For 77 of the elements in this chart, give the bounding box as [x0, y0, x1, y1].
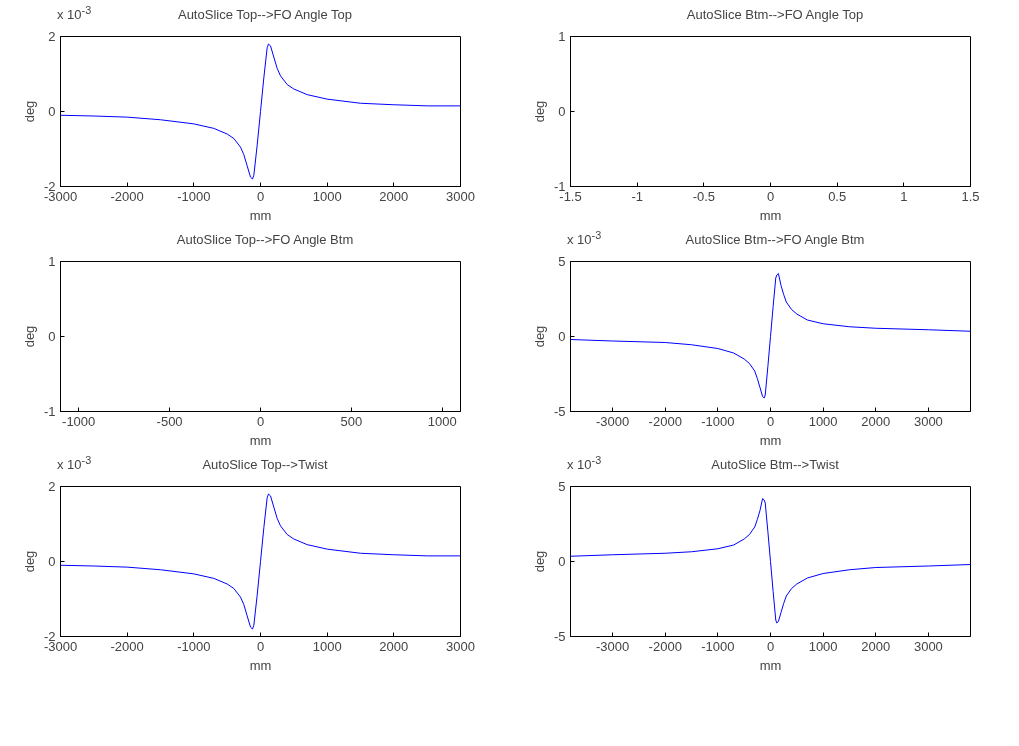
x-tick-label: 0: [256, 188, 265, 204]
x-tick-label: -2000: [648, 638, 682, 654]
x-tick-label: 1.5: [961, 188, 980, 204]
x-tick-label: -2000: [110, 188, 144, 204]
x-tick-label: 1000: [427, 413, 457, 429]
x-tick-label: -1000: [62, 413, 96, 429]
x-tick-label: 3000: [913, 413, 943, 429]
x-axis-title: mm: [759, 657, 782, 673]
line-series: [570, 498, 971, 624]
x-tick-label: -1000: [177, 638, 211, 654]
y-tick-label: 1: [48, 254, 56, 269]
x-tick-label: 500: [340, 413, 363, 429]
y-tick-label: 0: [48, 554, 56, 569]
x-tick-label: 2000: [861, 638, 891, 654]
x-axis-title: mm: [759, 432, 782, 448]
chart-title: AutoSlice Btm-->Twist: [711, 457, 839, 473]
x-tick-label: 2000: [379, 638, 409, 654]
x-axis-title: mm: [249, 657, 272, 673]
y-axis-title: deg: [21, 100, 37, 123]
y-tick-label: 0: [48, 104, 56, 119]
y-tick-label: 0: [48, 329, 56, 344]
y-axis-title: deg: [21, 325, 37, 348]
x-tick-label: 0: [766, 188, 775, 204]
x-tick-label: 3000: [446, 638, 475, 654]
chart-title: AutoSlice Top-->FO Angle Top: [177, 7, 353, 23]
y-tick-label: 0: [558, 329, 566, 344]
x-tick-label: -2000: [110, 638, 144, 654]
y-axis-title: deg: [531, 325, 547, 348]
chart-title: AutoSlice Top-->Twist: [202, 457, 328, 473]
line-series: [60, 493, 461, 630]
y-tick-label: -5: [553, 404, 566, 419]
y-tick-label: 1: [558, 29, 566, 44]
x-tick-label: 0.5: [828, 188, 847, 204]
text: x 10$^{-3}$: [57, 453, 92, 475]
x-tick-label: -3000: [595, 413, 630, 429]
x-tick-label: 0: [256, 638, 265, 654]
x-tick-label: -1000: [701, 413, 735, 429]
y-tick-label: 2: [48, 479, 56, 494]
x-tick-label: -1000: [701, 638, 735, 654]
y-tick-label: 5: [558, 254, 566, 269]
chart-title: AutoSlice Top-->FO Angle Btm: [175, 231, 355, 250]
y-tick-label: 5: [558, 479, 566, 494]
x-tick-label: 3000: [913, 638, 943, 654]
x-tick-label: 1000: [808, 413, 838, 429]
y-tick-label: 2: [48, 29, 56, 44]
text: x 10$^{-3}$: [57, 3, 92, 25]
x-tick-label: 0: [256, 413, 265, 429]
y-tick-label: -5: [553, 629, 566, 644]
y-axis-title: deg: [21, 550, 37, 573]
x-tick-label: 2000: [379, 188, 409, 204]
x-tick-label: -3000: [595, 638, 630, 654]
x-axis-title: mm: [759, 207, 782, 223]
x-tick-label: -1: [631, 188, 643, 204]
chart-title: AutoSlice Btm-->FO Angle Btm: [685, 232, 865, 248]
x-tick-label: 1000: [808, 638, 838, 654]
x-tick-label: -1000: [177, 188, 211, 204]
x-tick-label: 1000: [312, 638, 342, 654]
x-axis-title: mm: [249, 207, 272, 223]
x-tick-label: 3000: [446, 188, 475, 204]
x-tick-label: -500: [156, 413, 183, 429]
line-series: [60, 43, 461, 180]
x-tick-label: 0: [766, 638, 775, 654]
text: x 10$^{-3}$: [567, 453, 602, 475]
x-tick-label: 1: [900, 188, 908, 204]
x-tick-label: -0.5: [692, 188, 716, 204]
text: x 10$^{-3}$: [567, 228, 602, 250]
y-tick-label: 0: [558, 554, 566, 569]
y-tick-label: 0: [558, 104, 566, 119]
x-tick-label: 2000: [861, 413, 891, 429]
x-tick-label: 0: [766, 413, 775, 429]
x-tick-label: 1000: [312, 188, 342, 204]
line-series: [570, 273, 971, 399]
x-tick-label: -2000: [648, 413, 682, 429]
x-axis-title: mm: [249, 432, 272, 448]
chart-title: AutoSlice Btm-->FO Angle Top: [685, 6, 865, 25]
y-axis-title: deg: [531, 550, 547, 573]
y-axis-title: deg: [531, 100, 547, 123]
